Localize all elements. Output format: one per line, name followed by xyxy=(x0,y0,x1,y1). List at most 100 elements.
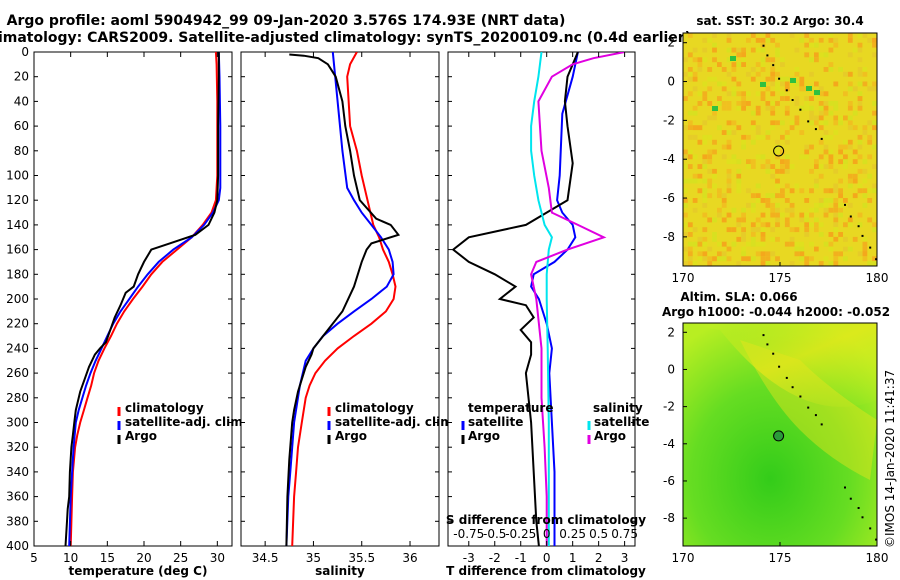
sst-cell xyxy=(857,42,863,48)
sst-cell xyxy=(731,105,737,111)
sst-cell xyxy=(789,188,795,194)
sst-cell xyxy=(717,241,722,247)
sst-cell xyxy=(736,168,742,174)
sst-cell xyxy=(702,154,708,160)
series-line-argo xyxy=(64,52,220,546)
sst-cell xyxy=(736,52,742,58)
sst-cell xyxy=(847,81,853,87)
sst-cell xyxy=(823,202,829,208)
sst-cell xyxy=(809,188,814,194)
legend-label-t-satellite: satellite xyxy=(468,415,523,429)
sst-cell xyxy=(726,188,732,194)
sst-cell xyxy=(862,86,868,92)
sst-cell xyxy=(784,130,790,135)
x-tick-label: 0 xyxy=(543,551,551,565)
sst-cell xyxy=(692,110,698,116)
sst-cell xyxy=(828,232,834,237)
sst-cell xyxy=(843,91,848,97)
sst-cell xyxy=(862,159,868,165)
title-line1: Argo profile: aoml 5904942_99 09-Jan-202… xyxy=(7,13,566,29)
sst-cell xyxy=(862,256,868,262)
map-x-tick-label: 175 xyxy=(769,551,792,565)
sst-cell xyxy=(731,120,737,126)
sst-cell xyxy=(687,164,693,169)
sst-cell xyxy=(726,130,732,135)
sst-cell xyxy=(784,81,790,87)
sst-cell xyxy=(780,236,785,242)
sst-cell xyxy=(780,188,785,194)
sst-cell xyxy=(707,246,713,252)
sst-cell xyxy=(687,232,693,237)
sst-cell xyxy=(818,120,824,126)
sst-cell xyxy=(794,67,800,72)
sst-cell xyxy=(818,110,824,116)
sst-cell xyxy=(833,241,839,247)
island-dot xyxy=(799,395,802,398)
sst-cell xyxy=(847,105,853,111)
sst-cell xyxy=(872,227,877,233)
sst-cell xyxy=(872,120,877,126)
sst-cell xyxy=(823,67,829,72)
x-tick-label: 10 xyxy=(63,551,78,565)
sst-cell xyxy=(746,164,751,169)
sst-cell xyxy=(847,101,853,106)
sst-cell xyxy=(765,256,771,262)
sst-cell xyxy=(746,168,751,174)
sst-cell xyxy=(741,261,746,266)
sst-cell xyxy=(755,217,761,223)
island-dot xyxy=(857,225,860,228)
sst-cell xyxy=(692,86,698,92)
sst-cell xyxy=(814,207,819,213)
sst-cell xyxy=(838,120,843,126)
salinity-ticks: 34.5 35 35.5 36 xyxy=(241,51,439,565)
sst-cell xyxy=(683,91,688,97)
sst-cell xyxy=(872,67,877,72)
sst-cell xyxy=(852,57,858,63)
y-tick-label: 260 xyxy=(6,366,29,380)
sst-cell xyxy=(814,217,819,223)
top-x-tick-label: -0.25 xyxy=(505,527,536,541)
map-y-tick-label: 2 xyxy=(667,325,675,339)
sst-cell xyxy=(775,168,780,174)
sst-cell xyxy=(741,217,746,223)
sst-cell xyxy=(847,115,853,121)
sst-cell xyxy=(809,42,814,48)
sst-cell xyxy=(852,173,858,179)
sst-cell xyxy=(736,222,742,228)
sst-cell xyxy=(697,212,703,218)
sst-cell xyxy=(746,91,751,97)
sst-cell xyxy=(784,164,790,169)
sst-cell xyxy=(707,183,713,189)
sst-cell xyxy=(833,105,839,111)
sst-cell xyxy=(843,33,848,38)
sst-cell xyxy=(823,236,829,242)
sst-cell xyxy=(712,183,717,189)
sst-cell xyxy=(702,251,708,257)
sst-cell xyxy=(707,193,713,199)
sst-cell xyxy=(847,217,853,223)
sst-cell xyxy=(746,101,751,106)
sst-cell xyxy=(784,207,790,213)
sst-cell xyxy=(809,164,814,169)
sst-cell xyxy=(804,33,810,38)
sst-cell xyxy=(775,207,780,213)
sst-cell xyxy=(847,173,853,179)
sst-cell xyxy=(770,105,776,111)
sst-cell xyxy=(765,134,771,140)
sst-cell xyxy=(770,37,776,43)
temperature-panel: 5 10 15 20 25 3002040608010012014016018020022… xyxy=(6,45,247,578)
sst-cell xyxy=(746,120,751,126)
sst-cell xyxy=(721,193,727,199)
sst-cell xyxy=(799,120,805,126)
sst-cell xyxy=(818,164,824,169)
sst-cell xyxy=(814,81,819,87)
sst-cell xyxy=(683,86,688,92)
sst-cell xyxy=(721,81,727,87)
sst-cell xyxy=(760,164,766,169)
sst-cell xyxy=(804,241,810,247)
sst-cell xyxy=(784,134,790,140)
sst-cell xyxy=(823,149,829,155)
series-line-temperature-argo xyxy=(451,52,579,546)
sst-cell xyxy=(687,67,693,72)
island-dot xyxy=(849,497,852,500)
